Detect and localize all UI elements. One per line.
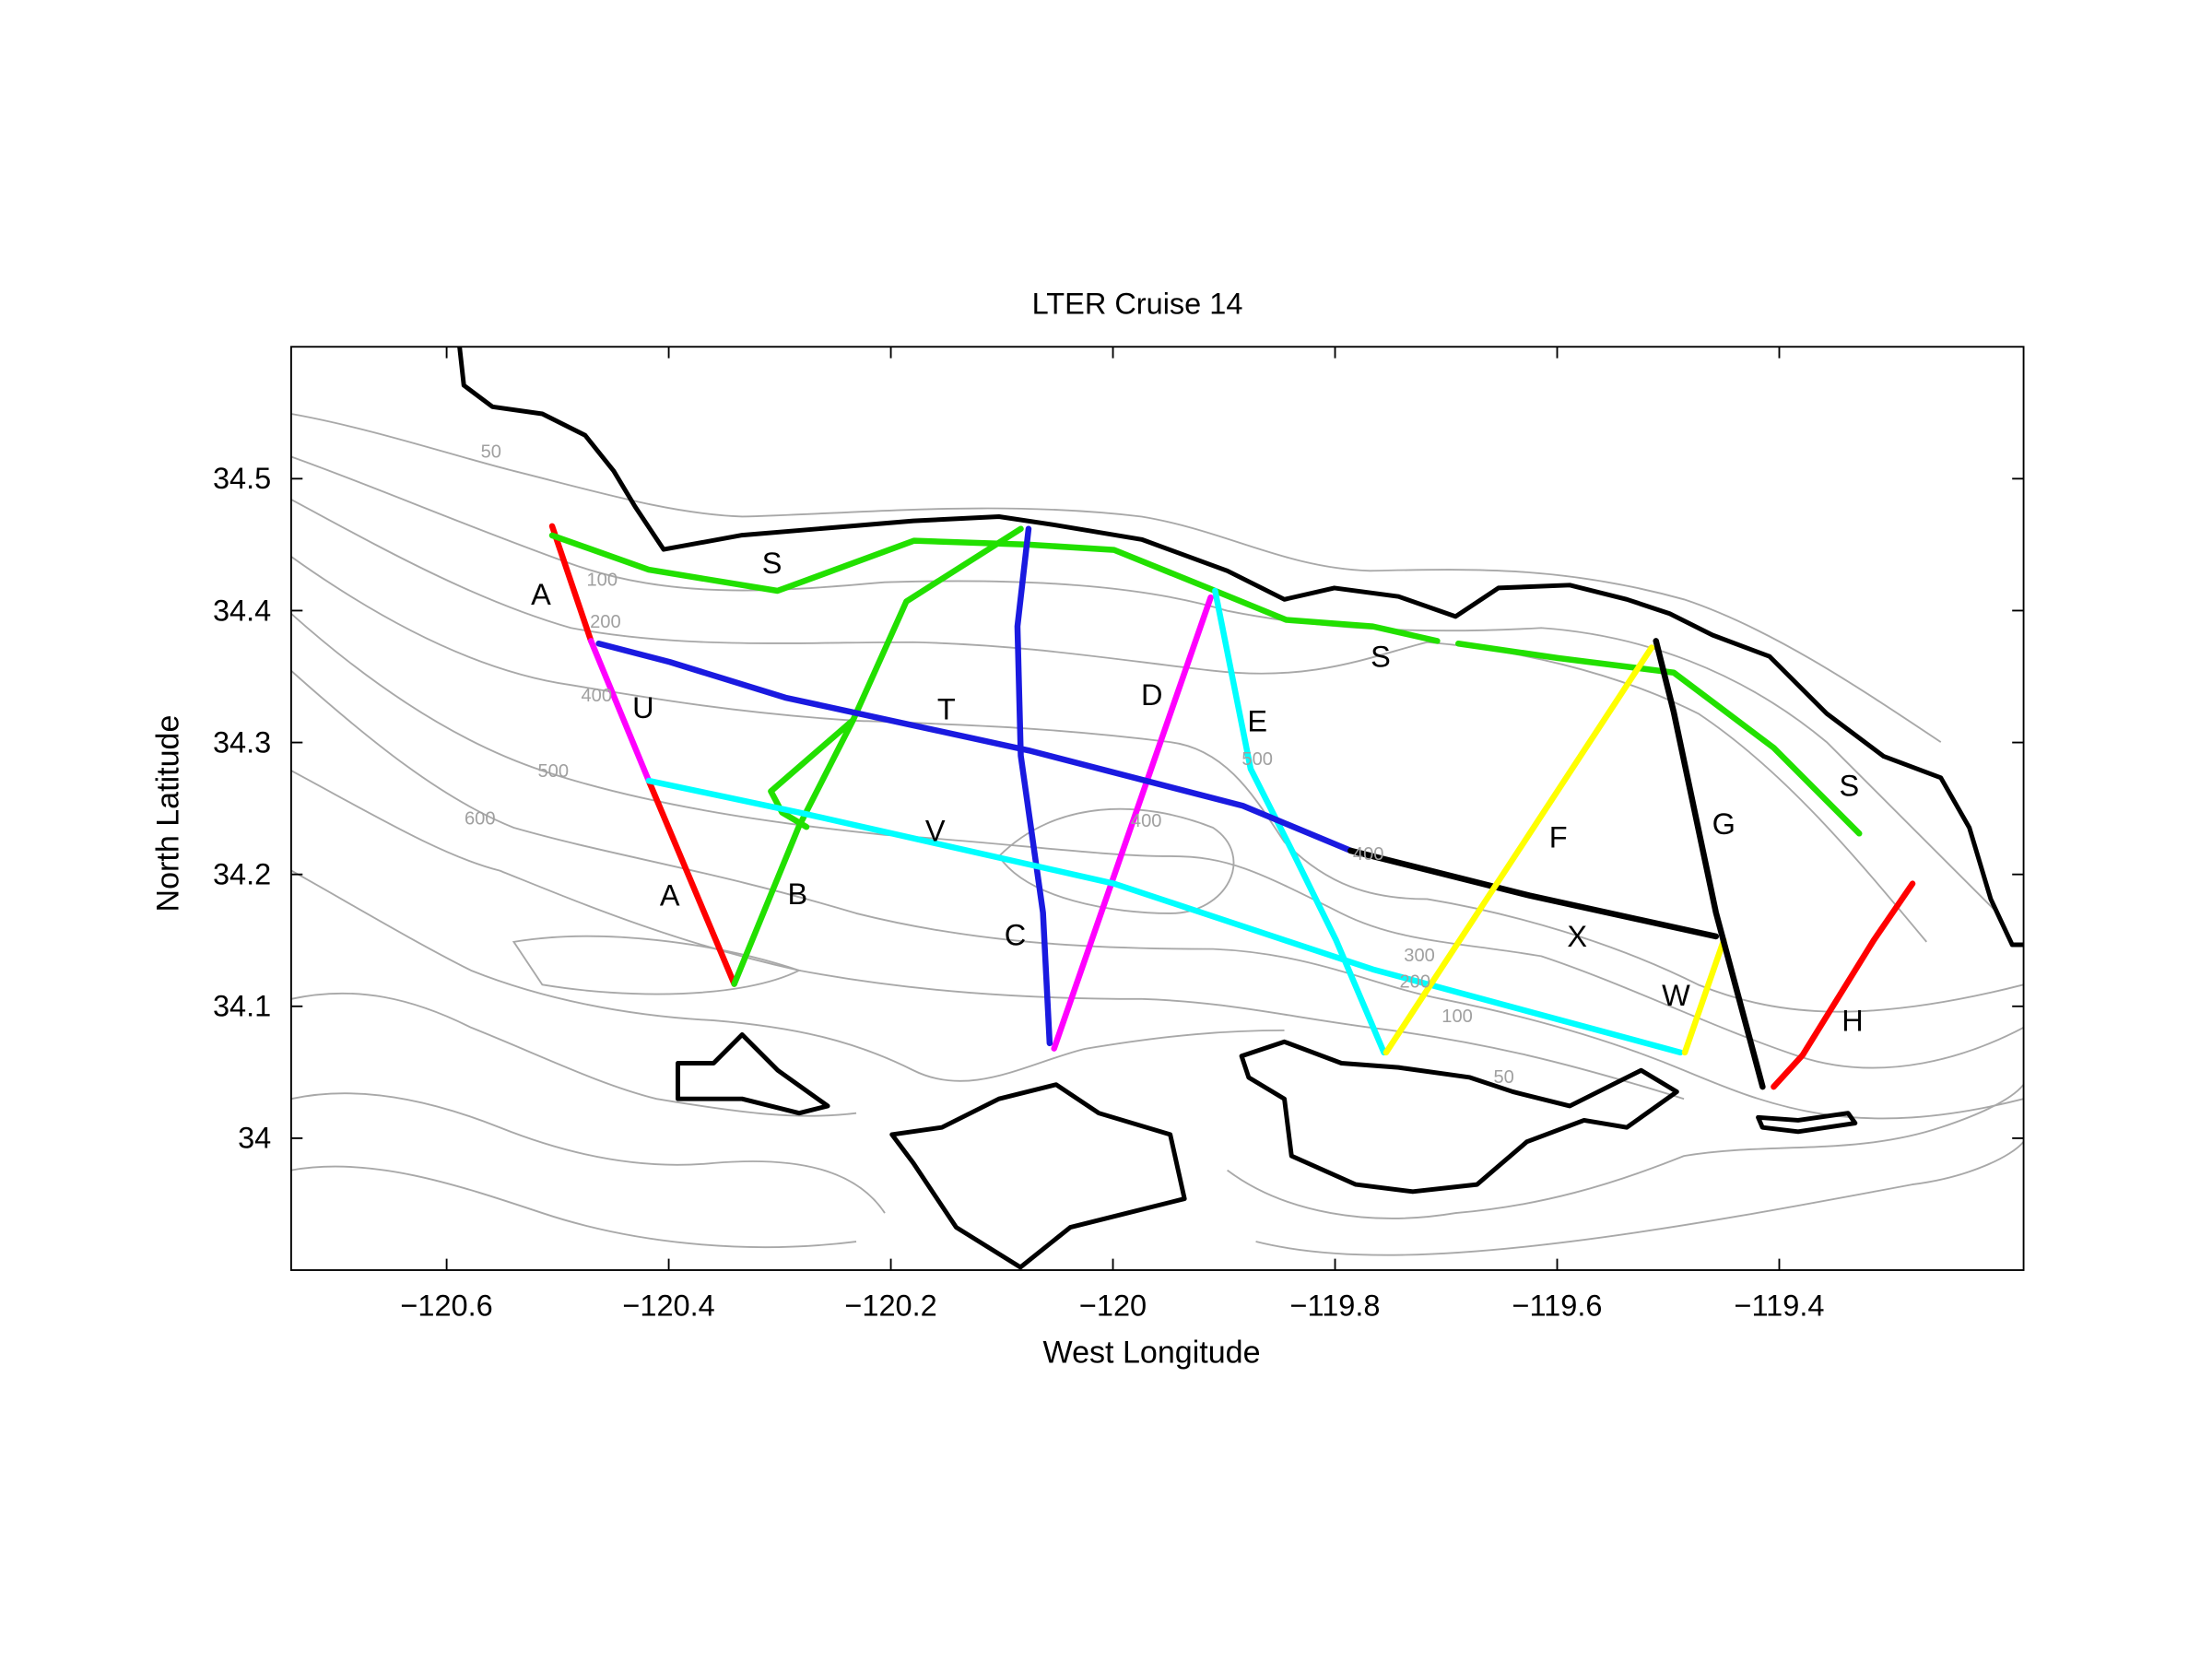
contour: [290, 869, 1285, 1082]
track-label: X: [1567, 920, 1587, 953]
track-label: B: [788, 877, 808, 911]
cruise-track: [587, 638, 653, 784]
x-axis-label: West Longitude: [1043, 1336, 1261, 1371]
island-coast: [1239, 1039, 1679, 1195]
contour-label: 300: [1404, 946, 1435, 966]
track-label: S: [1840, 770, 1860, 803]
track-label: G: [1712, 807, 1735, 841]
coastlines: [457, 347, 2024, 1270]
contour: [290, 992, 857, 1117]
y-tick-label: 34.1: [213, 990, 271, 1023]
contour-label: 50: [481, 441, 501, 462]
track-label: U: [632, 691, 653, 724]
y-axis-label: North Latitude: [151, 715, 186, 912]
cruise-track: [1681, 936, 1727, 1056]
contour-label: 400: [1131, 811, 1162, 831]
track-label: D: [1141, 678, 1162, 712]
track-label: A: [531, 578, 551, 611]
contour: [290, 413, 1942, 743]
cruise-track: [548, 532, 1863, 837]
x-tick-label: −120.4: [622, 1289, 714, 1323]
cruise-track: [1347, 847, 1720, 940]
mainland-coast: [457, 347, 2024, 948]
track-label: S: [1371, 640, 1391, 673]
x-tick-label: −120: [1079, 1289, 1147, 1323]
cruise-track: [1051, 594, 1214, 1052]
x-tick-label: −119.8: [1290, 1289, 1381, 1323]
y-tick-label: 34.4: [213, 594, 271, 627]
cruise-track: [1653, 638, 1766, 1090]
cruise-track: [1014, 525, 1053, 1047]
contour: [1227, 1084, 2024, 1219]
x-tick-label: −120.2: [844, 1289, 936, 1323]
contour-label: 600: [465, 808, 496, 829]
cruise-track: [595, 640, 1354, 854]
track-label: T: [937, 693, 956, 726]
contour-label: 500: [1241, 749, 1273, 770]
y-tick-label: 34.3: [213, 725, 271, 759]
x-tick-label: −119.4: [1735, 1289, 1825, 1323]
contour: [290, 1165, 857, 1249]
x-tick-label: −119.6: [1512, 1289, 1603, 1323]
cruise-track: [1212, 587, 1387, 1056]
contour-label: 200: [1399, 972, 1430, 993]
contour: [290, 670, 2024, 1120]
track-label: E: [1247, 705, 1267, 738]
contour: [997, 807, 1235, 914]
y-tick-label: 34: [238, 1122, 271, 1155]
contour-label: 400: [1353, 844, 1384, 865]
contour: [290, 613, 2024, 1069]
cruise-track: [731, 525, 1024, 987]
track-label: C: [1005, 918, 1026, 951]
contour-label: 50: [1493, 1067, 1513, 1088]
contour-label: 400: [581, 686, 612, 706]
contour: [512, 935, 802, 995]
track-label: H: [1841, 1004, 1863, 1037]
chart-title: LTER Cruise 14: [1032, 288, 1243, 321]
cruise-tracks: [548, 523, 1916, 1090]
contour: [290, 556, 2024, 1013]
y-tick-label: 34.5: [213, 462, 271, 495]
island-coast: [676, 1032, 830, 1116]
contour: [1255, 1141, 2024, 1256]
island-coast: [1756, 1111, 1858, 1135]
x-tick-label: −120.6: [400, 1289, 492, 1323]
cruise-track: [1771, 880, 1916, 1090]
cruise-track: [548, 523, 737, 987]
track-label: W: [1662, 979, 1690, 1012]
track-label: F: [1549, 820, 1568, 854]
y-tick-label: 34.2: [213, 858, 271, 891]
plot-frame: [289, 346, 2025, 1271]
contour-label: 100: [587, 570, 618, 590]
track-label: A: [660, 878, 680, 912]
contour: [290, 499, 1927, 943]
contour-label: 100: [1441, 1007, 1473, 1027]
track-label: V: [925, 814, 946, 847]
cruise-track: [1382, 644, 1655, 1056]
cruise-track: [645, 777, 1684, 1056]
contour: [290, 1092, 886, 1214]
contour: [290, 770, 1685, 1101]
track-label: S: [762, 547, 782, 580]
contour-label: 200: [590, 612, 621, 632]
contour-label: 500: [537, 761, 569, 782]
bathymetry: [290, 413, 2024, 1256]
island-coast: [889, 1082, 1187, 1270]
